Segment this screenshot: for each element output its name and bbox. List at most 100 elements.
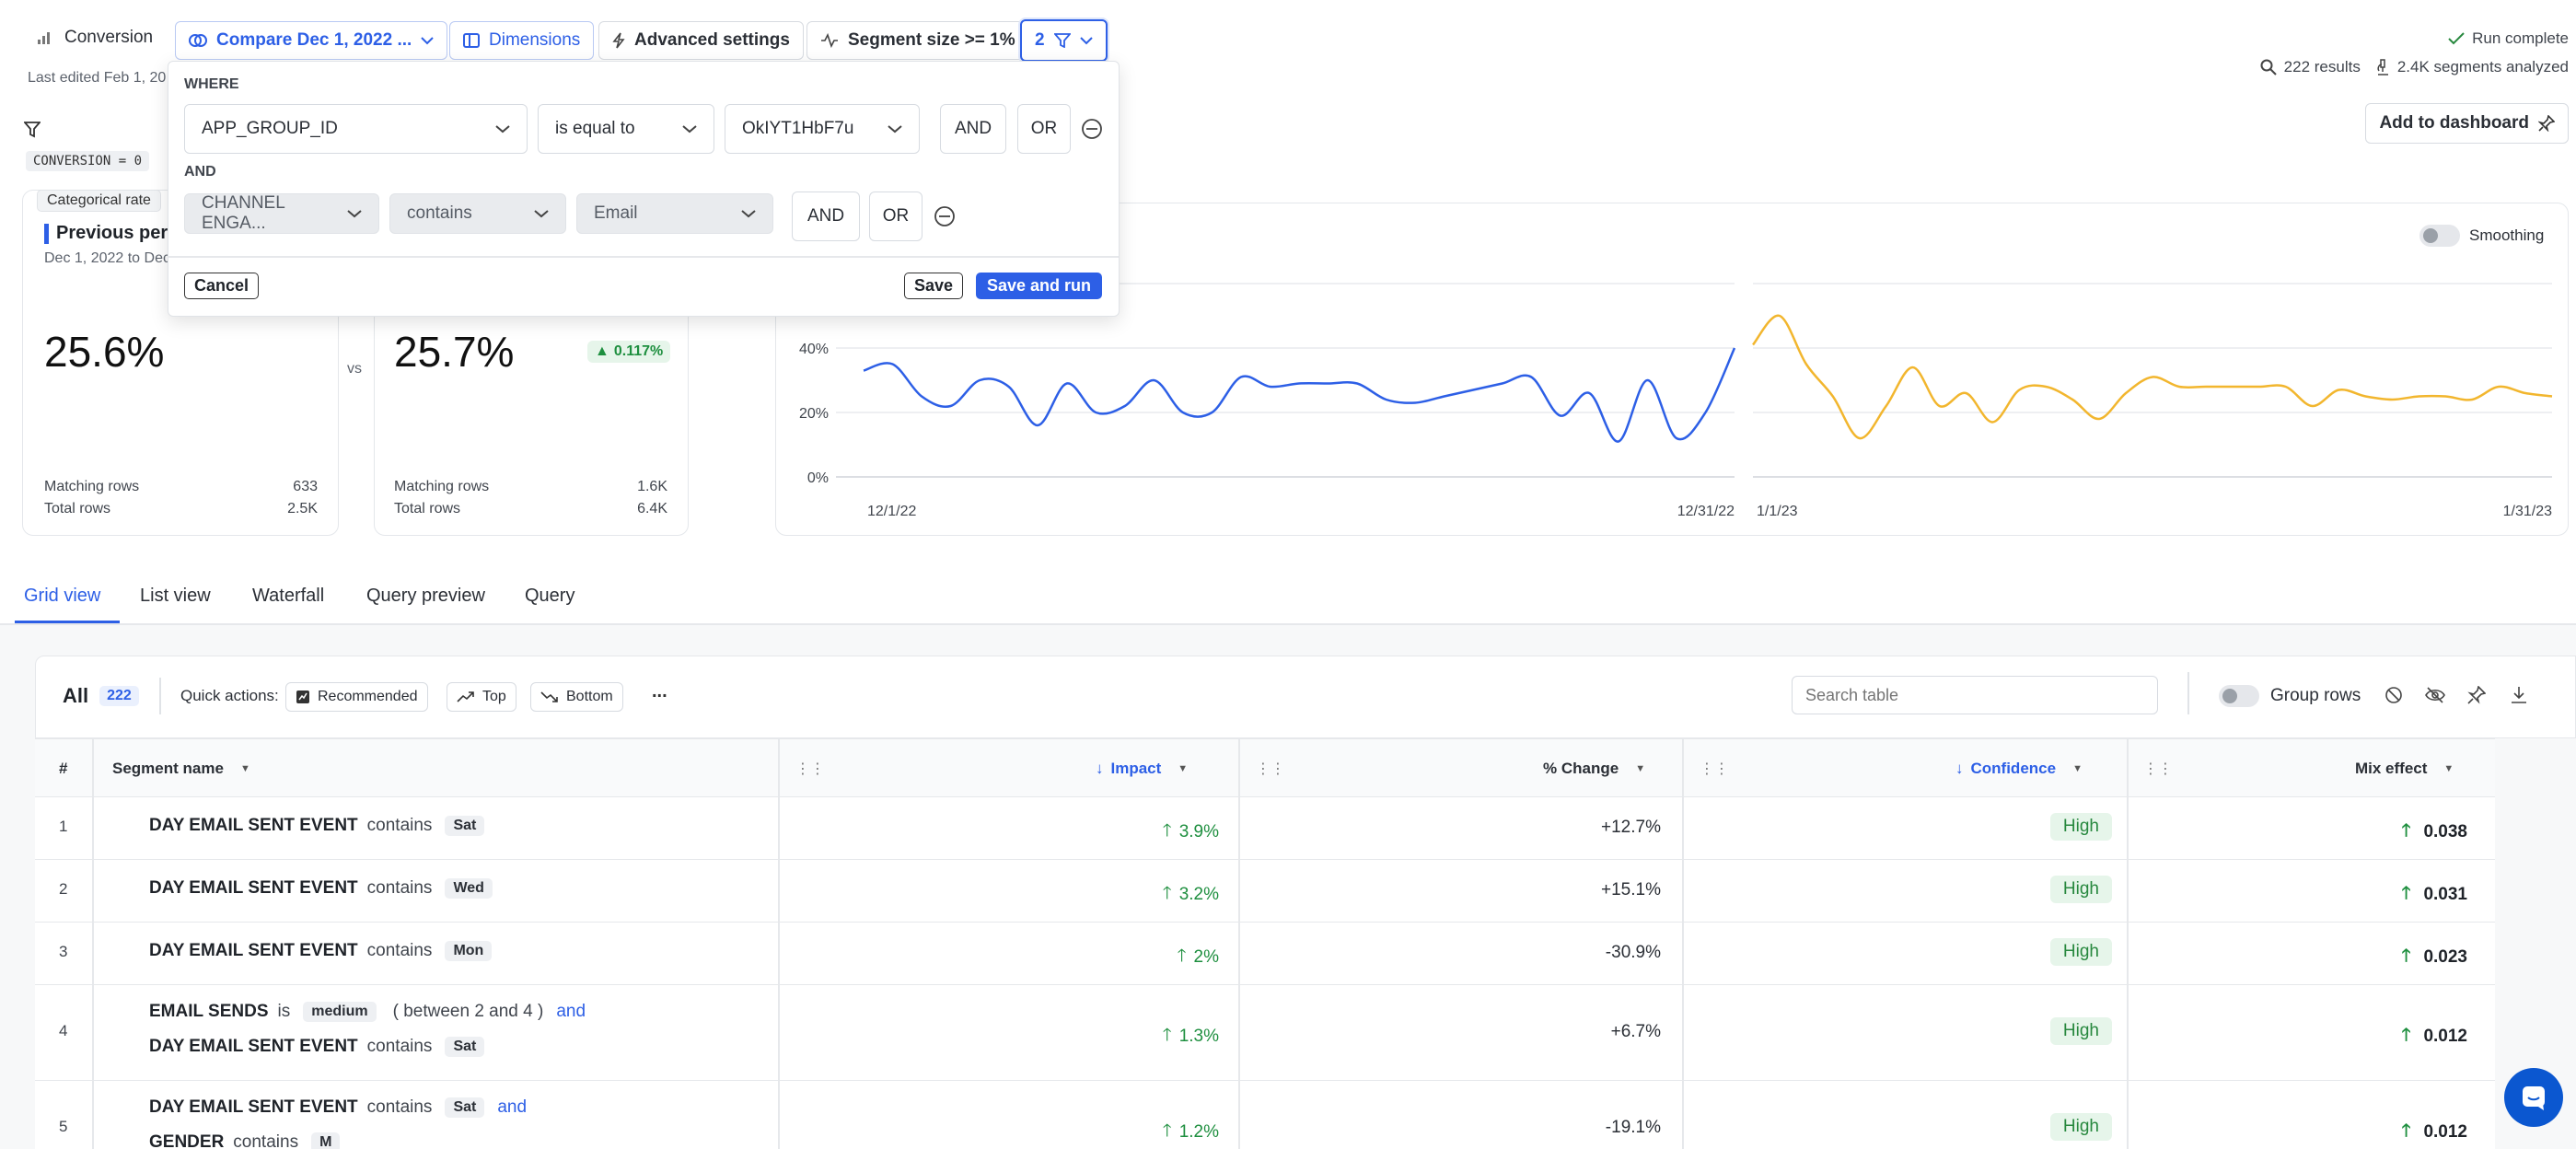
curr-total-label: Total rows: [394, 501, 461, 516]
chat-icon: [2520, 1084, 2547, 1111]
bottom-button[interactable]: Bottom: [530, 682, 623, 712]
segment-condition[interactable]: GENDER contains M: [149, 1132, 341, 1149]
categorical-rate-tag: Categorical rate: [37, 190, 161, 212]
where-label: WHERE: [184, 76, 239, 92]
field-select-2[interactable]: CHANNEL ENGA...: [184, 193, 379, 234]
chevron-down-icon: [741, 209, 756, 218]
pulse-icon: [820, 33, 839, 48]
col-change[interactable]: % Change ▼: [1543, 760, 1646, 777]
col-confidence[interactable]: ↓ Confidence ▼: [1955, 760, 2083, 777]
segment-condition[interactable]: EMAIL SENDS is medium( between 2 and 4 ) an…: [149, 1002, 586, 1022]
remove-condition-icon[interactable]: [934, 205, 956, 232]
toggle-switch[interactable]: [2419, 225, 2460, 247]
impact-value: 🡑 2%: [1178, 943, 1219, 972]
row-index: 3: [59, 943, 68, 960]
table-row[interactable]: 3 DAY EMAIL SENT EVENT contains Mon 🡑 2% -30.9…: [35, 923, 2495, 985]
remove-condition-icon[interactable]: [1081, 118, 1103, 145]
confidence-value: High: [2049, 813, 2112, 841]
advanced-settings-button[interactable]: Advanced settings: [598, 21, 804, 60]
chevron-down-icon: [888, 124, 902, 133]
save-and-run-button[interactable]: Save and run: [976, 273, 1103, 299]
or-button-1[interactable]: OR: [1017, 104, 1071, 154]
pin-icon[interactable]: [2467, 685, 2487, 709]
toolbar-divider: [159, 678, 161, 714]
segment-condition[interactable]: DAY EMAIL SENT EVENT contains Sat: [149, 1037, 485, 1057]
value-select-1[interactable]: OkIYT1HbF7u: [725, 104, 920, 154]
tab-query[interactable]: Query: [525, 586, 575, 606]
and-button-1[interactable]: AND: [940, 104, 1006, 154]
value-select-2[interactable]: Email: [576, 193, 773, 234]
table-header: # Segment name ▼ ⋮⋮ ↓ Impact ▼ ⋮⋮ % Chan…: [35, 738, 2495, 797]
hide-icon[interactable]: [2425, 686, 2445, 709]
previous-period-line: [863, 347, 1736, 443]
tab-waterfall[interactable]: Waterfall: [252, 586, 325, 606]
current-value: 25.7%: [394, 328, 515, 376]
cancel-button[interactable]: Cancel: [184, 273, 260, 299]
caret-down-icon: ▼: [2443, 763, 2454, 774]
col-segment-name[interactable]: Segment name ▼: [112, 760, 250, 777]
search-input[interactable]: [1792, 676, 2158, 714]
row-index: 5: [59, 1118, 68, 1135]
operator-select-1[interactable]: is equal to: [538, 104, 714, 154]
x-tick-label: 12/1/22: [867, 504, 916, 519]
operator-select-2[interactable]: contains: [389, 193, 566, 234]
tab-query-preview[interactable]: Query preview: [366, 586, 485, 606]
segment-condition[interactable]: DAY EMAIL SENT EVENT contains Sat: [149, 816, 485, 836]
and-link[interactable]: and: [556, 1002, 586, 1021]
field-select-1[interactable]: APP_GROUP_ID: [184, 104, 528, 154]
table-row[interactable]: 1 DAY EMAIL SENT EVENT contains Sat 🡑 3.9% +12…: [35, 797, 2495, 860]
compare-icon: [189, 32, 207, 49]
conversion-label[interactable]: Conversion: [37, 28, 153, 48]
smoothing-toggle[interactable]: Smoothing: [2419, 225, 2544, 247]
row-index: 4: [59, 1022, 68, 1039]
col-mix-effect[interactable]: Mix effect ▼: [2355, 760, 2454, 777]
recommended-icon: [296, 690, 310, 704]
block-icon[interactable]: [2385, 686, 2403, 709]
table-row[interactable]: 5 DAY EMAIL SENT EVENT contains Sat and GENDE…: [35, 1081, 2495, 1149]
filter-chip[interactable]: CONVERSION = 0: [26, 151, 150, 171]
download-icon[interactable]: [2510, 686, 2528, 709]
change-value: +15.1%: [1601, 880, 1661, 899]
drag-handle-icon[interactable]: ⋮⋮: [2143, 761, 2173, 777]
toggle-switch[interactable]: [2219, 685, 2259, 707]
prev-total-label: Total rows: [44, 501, 111, 516]
tab-list-view[interactable]: List view: [140, 586, 211, 606]
dimensions-button[interactable]: Dimensions: [449, 21, 595, 60]
more-button[interactable]: ...: [652, 681, 667, 702]
filter-icon[interactable]: [23, 122, 41, 143]
x-tick-label: 1/1/23: [1757, 504, 1798, 519]
add-to-dashboard-button[interactable]: Add to dashboard: [2365, 103, 2569, 144]
compare-button[interactable]: Compare Dec 1, 2022 ...: [175, 21, 448, 60]
change-value: +12.7%: [1601, 818, 1661, 837]
curr-total-value: 6.4K: [637, 501, 667, 516]
vs-label: vs: [347, 361, 362, 377]
save-button[interactable]: Save: [904, 273, 964, 299]
segment-condition[interactable]: DAY EMAIL SENT EVENT contains Sat and: [149, 1097, 528, 1118]
triangle-up-icon: ▲: [595, 343, 609, 359]
arrow-up-icon: 🡑: [1162, 1121, 1172, 1141]
tab-grid-view[interactable]: Grid view: [24, 586, 101, 606]
segment-condition[interactable]: DAY EMAIL SENT EVENT contains Mon: [149, 941, 493, 961]
chevron-down-icon: [682, 124, 697, 133]
group-rows-toggle[interactable]: Group rows: [2219, 685, 2361, 707]
table-row[interactable]: 2 DAY EMAIL SENT EVENT contains Wed 🡑 3.2% +15…: [35, 860, 2495, 923]
trend-up-icon: [457, 691, 475, 703]
filter-count-button[interactable]: 2: [1020, 19, 1108, 62]
segment-condition[interactable]: DAY EMAIL SENT EVENT contains Wed: [149, 878, 493, 899]
previous-period-title: Previous perio: [44, 223, 184, 244]
chat-button[interactable]: [2504, 1068, 2563, 1127]
top-button[interactable]: Top: [447, 682, 516, 712]
and-button-2[interactable]: AND: [792, 192, 860, 241]
value-pill: Wed: [445, 878, 493, 899]
segment-size-button[interactable]: Segment size >= 1%: [806, 21, 1029, 60]
table-row[interactable]: 4 EMAIL SENDS is medium( between 2 and 4 ) a…: [35, 985, 2495, 1081]
and-link[interactable]: and: [497, 1097, 528, 1117]
col-impact[interactable]: ↓ Impact ▼: [1096, 760, 1189, 777]
drag-handle-icon[interactable]: ⋮⋮: [1700, 761, 1729, 777]
trend-down-icon: [540, 691, 559, 703]
recommended-button[interactable]: Recommended: [285, 682, 428, 712]
drag-handle-icon[interactable]: ⋮⋮: [795, 761, 825, 777]
drag-handle-icon[interactable]: ⋮⋮: [1256, 761, 1285, 777]
or-button-2[interactable]: OR: [869, 192, 922, 241]
funnel-icon: [1053, 33, 1071, 48]
